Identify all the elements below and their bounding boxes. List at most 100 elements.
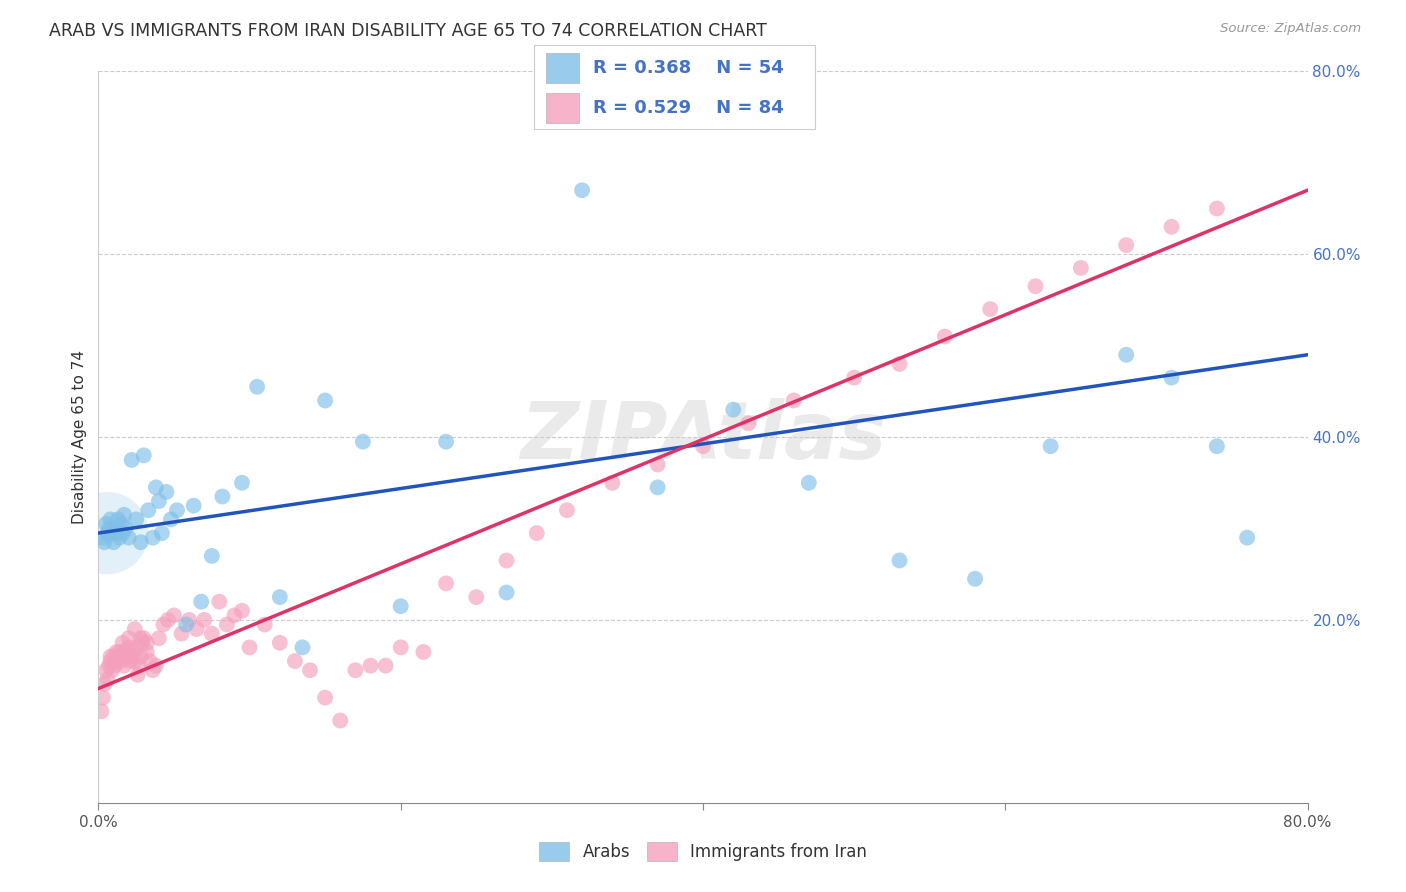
Point [107,649,129,664]
Point [120,654,142,668]
Point [96,526,118,541]
Point [114,649,136,664]
Point [98,521,121,535]
Point [142,531,165,545]
Point [737,417,759,431]
Point [174,617,197,632]
Point [555,503,578,517]
Point [93,677,115,691]
Point [127,667,149,681]
Point [844,370,866,384]
Point [148,632,170,646]
Point [1206,439,1229,453]
Point [1115,348,1137,362]
Point [112,508,135,522]
Text: ZIPAtlas: ZIPAtlas [520,398,886,476]
Point [284,654,307,668]
Point [495,553,517,567]
Point [90,705,112,719]
Point [121,649,143,664]
Point [889,357,911,371]
Point [360,658,382,673]
Point [231,604,253,618]
Point [374,658,396,673]
Point [571,183,593,197]
Point [100,649,122,664]
Point [122,645,145,659]
Point [208,594,231,608]
Point [465,590,488,604]
Point [201,549,224,563]
Point [1115,238,1137,252]
Point [152,617,174,632]
Point [100,512,122,526]
Point [183,499,205,513]
Point [1236,531,1258,545]
Point [155,485,177,500]
Y-axis label: Disability Age 65 to 74: Disability Age 65 to 74 [72,350,87,524]
Point [142,663,165,677]
Point [103,649,125,664]
Point [389,640,412,655]
Point [100,654,122,668]
Point [101,663,124,677]
Point [105,645,128,659]
Point [129,632,152,646]
Point [965,572,987,586]
Point [253,617,276,632]
Point [979,301,1001,317]
Point [434,434,457,449]
Point [110,654,132,668]
Point [98,658,121,673]
Point [111,526,134,541]
Point [186,622,208,636]
Point [118,632,141,646]
Legend: Arabs, Immigrants from Iran: Arabs, Immigrants from Iran [533,835,873,868]
Point [124,654,146,668]
Point [101,526,124,541]
Point [139,654,162,668]
Point [107,512,129,526]
Point [94,516,117,531]
Point [193,613,215,627]
Point [145,480,167,494]
Point [163,608,186,623]
Point [783,393,806,408]
Point [131,636,153,650]
Point [103,535,125,549]
Point [104,521,127,535]
Point [602,475,624,490]
Point [136,503,159,517]
FancyBboxPatch shape [546,93,579,122]
Point [889,553,911,567]
Point [125,512,148,526]
Point [495,585,517,599]
Point [94,663,117,677]
Point [115,645,138,659]
Point [124,622,146,636]
Point [105,654,128,668]
Point [166,503,188,517]
Point [132,448,155,462]
Point [291,640,314,655]
Point [269,590,291,604]
Point [299,663,322,677]
Point [110,516,132,531]
Point [201,626,224,640]
Point [150,526,173,541]
Point [211,490,233,504]
Point [112,658,135,673]
Point [1160,219,1182,234]
Point [723,402,745,417]
Point [170,626,193,640]
Point [91,690,114,705]
Point [647,480,669,494]
Point [526,526,548,541]
Point [1160,370,1182,384]
Point [104,658,127,673]
Point [412,645,434,659]
Point [179,613,201,627]
Point [1039,439,1062,453]
Point [108,531,131,545]
Point [692,439,714,453]
